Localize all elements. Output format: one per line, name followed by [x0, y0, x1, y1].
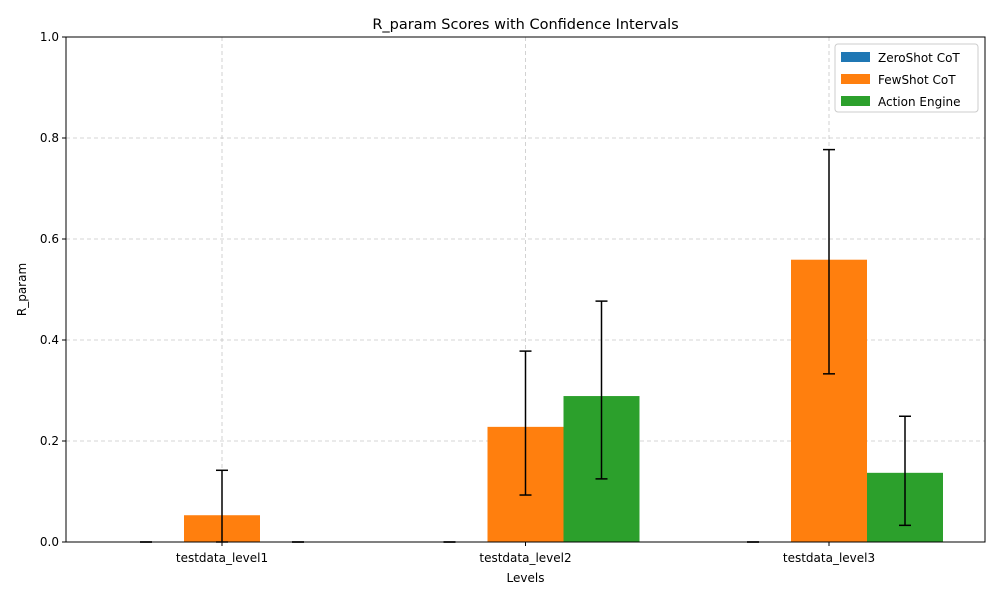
x-tick-label: testdata_level3: [783, 551, 875, 565]
legend-label: FewShot CoT: [878, 73, 956, 87]
y-axis-title: R_param: [15, 263, 29, 316]
x-tick-label: testdata_level1: [176, 551, 268, 565]
y-tick-label: 0.8: [40, 131, 59, 145]
x-axis: testdata_level1 testdata_level2 testdata_l…: [176, 542, 875, 565]
legend-label: ZeroShot CoT: [878, 51, 960, 65]
y-tick-label: 0.4: [40, 333, 59, 347]
legend-swatch: [841, 96, 870, 106]
chart-title: R_param Scores with Confidence Intervals: [372, 17, 678, 33]
x-tick-label: testdata_level2: [479, 551, 571, 565]
y-tick-label: 0.2: [40, 434, 59, 448]
y-tick-label: 0.0: [40, 535, 59, 549]
legend-label: Action Engine: [878, 95, 961, 109]
y-axis: 0.0 0.2 0.4 0.6 0.8 1.0: [40, 30, 66, 549]
legend-swatch: [841, 52, 870, 62]
legend: ZeroShot CoT FewShot CoT Action Engine: [834, 43, 979, 113]
x-axis-title: Levels: [507, 571, 545, 585]
legend-box: [834, 43, 979, 113]
y-tick-label: 0.6: [40, 232, 59, 246]
legend-swatch: [841, 74, 870, 84]
y-tick-label: 1.0: [40, 30, 59, 44]
